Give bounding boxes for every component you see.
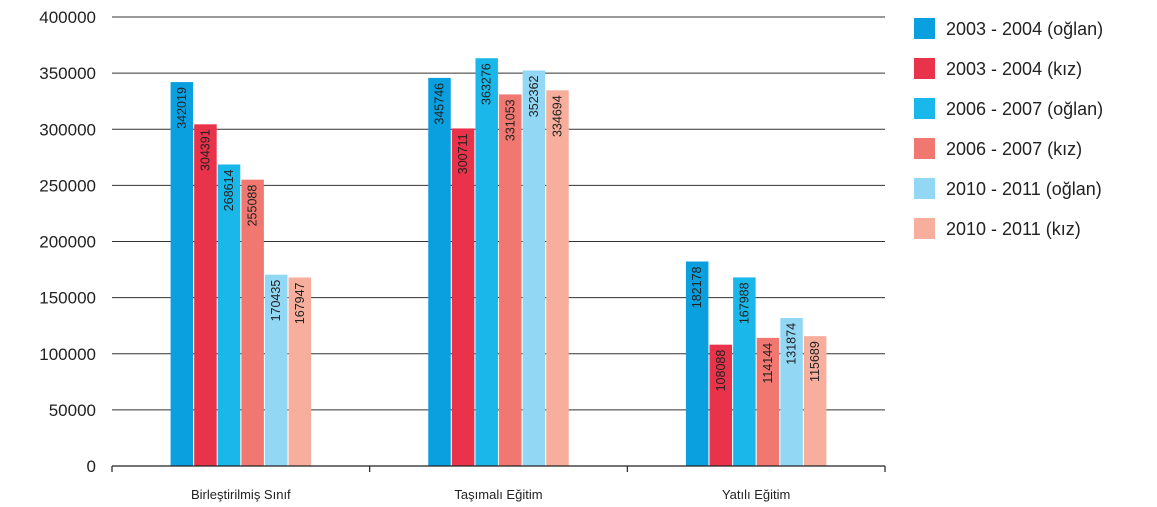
legend-label: 2006 - 2007 (oğlan) <box>946 99 1103 119</box>
y-tick-label: 400000 <box>39 8 96 27</box>
data-label: 167947 <box>293 282 307 324</box>
data-label: 131874 <box>785 323 799 365</box>
data-label: 167988 <box>737 282 751 324</box>
bar <box>499 94 522 466</box>
data-label: 108088 <box>714 350 728 392</box>
y-tick-label: 150000 <box>39 289 96 308</box>
bar <box>170 82 194 466</box>
legend-swatch <box>914 138 935 159</box>
y-tick-label: 50000 <box>49 401 96 420</box>
bar <box>522 70 546 466</box>
legend-label: 2003 - 2004 (oğlan) <box>946 19 1103 39</box>
bar <box>264 274 288 466</box>
legend-swatch <box>914 18 935 39</box>
y-tick-label: 0 <box>87 457 96 476</box>
legend-swatch <box>914 178 935 199</box>
data-label: 363276 <box>480 63 494 105</box>
legend-swatch <box>914 58 935 79</box>
data-label: 114144 <box>761 343 775 384</box>
data-label: 331053 <box>503 99 517 141</box>
bar <box>803 336 827 466</box>
bar <box>428 77 451 466</box>
data-label: 300711 <box>456 133 470 174</box>
data-label: 255088 <box>246 185 260 227</box>
bar <box>756 337 780 466</box>
bar <box>685 261 709 466</box>
data-label: 345746 <box>433 83 447 125</box>
category-labels: Birleştirilmiş Sınıf Taşımalı Eğitim Yatıl… <box>191 487 790 502</box>
bar <box>709 344 733 466</box>
bar <box>733 277 756 466</box>
legend: 2003 - 2004 (oğlan) 2003 - 2004 (kız) 2006… <box>914 18 1103 239</box>
data-label: 334694 <box>551 95 565 137</box>
category-label: Taşımalı Eğitim <box>454 487 542 502</box>
bar <box>241 179 264 466</box>
bar <box>451 128 475 466</box>
data-label: 342019 <box>175 87 189 129</box>
y-tick-label: 200000 <box>39 233 96 252</box>
data-label: 170435 <box>269 280 283 322</box>
data-label: 304391 <box>198 129 212 171</box>
legend-swatch <box>914 98 935 119</box>
legend-label: 2010 - 2011 (kız) <box>946 219 1081 239</box>
bar <box>194 124 217 466</box>
bar <box>546 90 569 467</box>
legend-label: 2006 - 2007 (kız) <box>946 139 1082 159</box>
x-axis <box>111 465 886 472</box>
y-tick-label: 300000 <box>39 120 96 139</box>
bar <box>288 277 312 466</box>
bars <box>170 58 827 467</box>
y-tick-label: 100000 <box>39 345 96 364</box>
y-tick-label: 250000 <box>39 176 96 195</box>
data-label: 268614 <box>222 169 236 211</box>
data-label: 182178 <box>690 266 704 308</box>
category-label: Birleştirilmiş Sınıf <box>191 487 291 502</box>
legend-label: 2003 - 2004 (kız) <box>946 59 1082 79</box>
y-tick-label: 350000 <box>39 64 96 83</box>
y-axis-ticks: 0 50000 100000 150000 200000 250000 300000 3500… <box>39 8 96 476</box>
grid-lines <box>112 16 885 411</box>
legend-label: 2010 - 2011 (oğlan) <box>946 179 1102 199</box>
bar <box>780 317 803 466</box>
legend-swatch <box>914 218 935 239</box>
category-label: Yatılı Eğitim <box>722 487 790 502</box>
bar <box>217 164 241 467</box>
data-label: 352362 <box>527 75 541 117</box>
data-labels: 342019 304391 268614 255088 170435 167947 3457… <box>175 63 822 391</box>
data-label: 115689 <box>808 341 822 382</box>
bar <box>475 58 498 467</box>
